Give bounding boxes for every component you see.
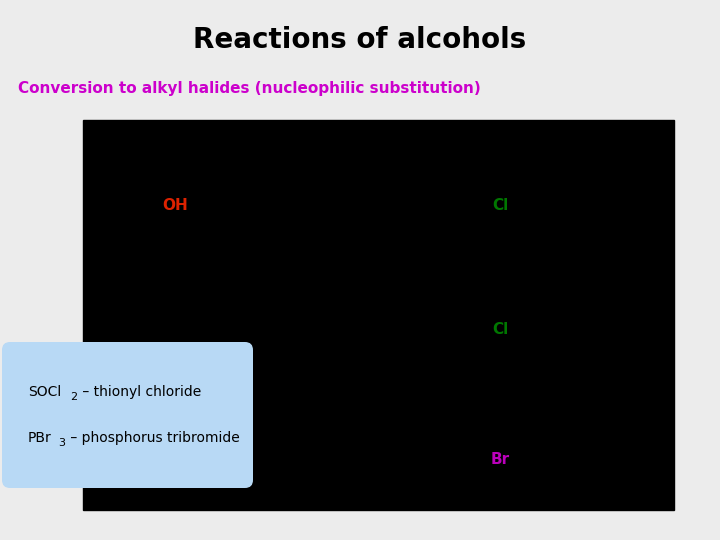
Text: Br: Br	[490, 453, 510, 468]
Text: Cl: Cl	[492, 322, 508, 338]
Text: SOCl: SOCl	[28, 385, 61, 399]
Text: PBr: PBr	[28, 431, 52, 445]
Text: – phosphorus tribromide: – phosphorus tribromide	[66, 431, 240, 445]
Text: – thionyl chloride: – thionyl chloride	[78, 385, 202, 399]
Bar	[83, 120, 674, 510]
Text: Reactions of alcohols: Reactions of alcohols	[194, 26, 526, 54]
FancyBboxPatch shape	[2, 342, 253, 488]
Text: 3: 3	[58, 438, 65, 448]
Text: 2: 2	[70, 392, 77, 402]
Text: Cl: Cl	[492, 198, 508, 213]
Text: Conversion to alkyl halides (nucleophilic substitution): Conversion to alkyl halides (nucleophili…	[18, 80, 481, 96]
Text: OH: OH	[162, 198, 188, 213]
